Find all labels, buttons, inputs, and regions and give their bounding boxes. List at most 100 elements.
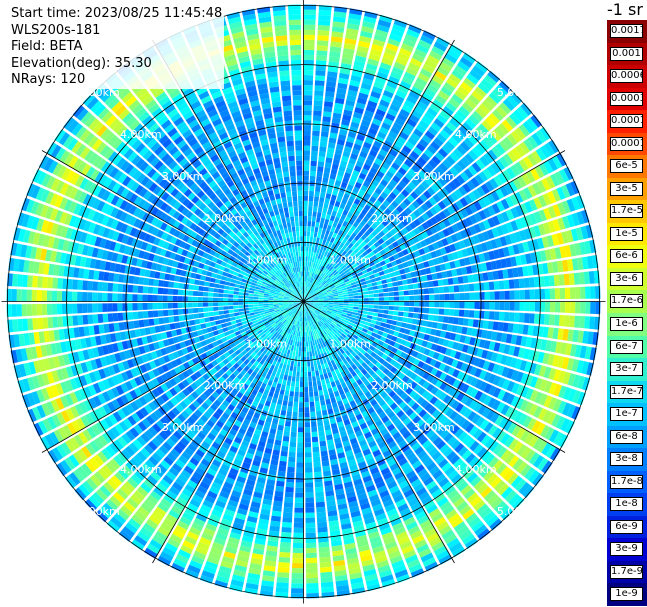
- ppi-cell: [357, 310, 364, 314]
- ppi-cell: [324, 162, 332, 169]
- ppi-cell: [474, 379, 483, 389]
- ppi-cell: [503, 469, 515, 482]
- ppi-cell: [340, 326, 346, 331]
- ppi-cell: [344, 269, 350, 274]
- ppi-cell: [415, 197, 424, 206]
- ppi-cell: [454, 89, 467, 101]
- ppi-cell: [297, 427, 304, 433]
- ppi-cell: [349, 251, 356, 258]
- ppi-cell: [368, 301, 374, 305]
- ppi-cell: [374, 187, 383, 195]
- ppi-cell: [407, 284, 414, 290]
- ppi-cell: [288, 370, 293, 377]
- ppi-cell: [522, 415, 533, 428]
- ppi-cell: [579, 316, 585, 329]
- ppi-cell: [308, 302, 314, 305]
- ppi-cell: [352, 309, 359, 313]
- ppi-cell: [407, 154, 417, 164]
- ppi-cell: [551, 414, 561, 428]
- ppi-cell: [527, 185, 537, 197]
- ppi-cell: [295, 492, 304, 498]
- ppi-cell: [514, 127, 526, 140]
- ppi-cell: [211, 325, 218, 332]
- ppi-cell: [358, 274, 365, 280]
- ppi-cell: [393, 342, 401, 349]
- ppi-cell: [299, 341, 302, 347]
- ppi-cell: [421, 363, 430, 371]
- ppi-cell: [311, 267, 315, 273]
- ppi-cell: [308, 296, 313, 300]
- ppi-cell: [472, 189, 482, 200]
- ppi-cell: [528, 199, 538, 211]
- ppi-cell: [355, 268, 362, 274]
- ppi-cell: [408, 312, 414, 318]
- ppi-cell: [447, 316, 454, 324]
- ppi-cell: [289, 391, 294, 397]
- ppi-cell: [491, 146, 502, 158]
- ppi-cell: [509, 194, 519, 206]
- ppi-cell: [320, 187, 327, 193]
- ppi-cell: [315, 501, 326, 508]
- ppi-cell: [328, 204, 334, 211]
- ppi-cell: [463, 408, 473, 419]
- ppi-cell: [446, 121, 457, 132]
- ppi-cell: [504, 435, 515, 448]
- ppi-cell: [519, 216, 528, 228]
- ppi-cell: [538, 163, 549, 176]
- ppi-cell: [286, 380, 291, 386]
- ppi-cell: [357, 271, 363, 277]
- ppi-cell: [334, 216, 340, 223]
- ppi-cell: [348, 301, 354, 304]
- ppi-cell: [316, 217, 321, 223]
- ppi-cell: [360, 234, 367, 241]
- ppi-cell: [285, 421, 291, 427]
- ppi-cell: [393, 361, 401, 369]
- ppi-cell: [473, 223, 482, 234]
- ppi-cell: [470, 377, 479, 387]
- ppi-cell: [469, 301, 475, 309]
- ppi-cell: [404, 141, 415, 150]
- ppi-cell: [316, 40, 329, 46]
- ppi-cell: [458, 284, 465, 292]
- ppi-cell: [310, 160, 317, 167]
- ppi-cell: [345, 167, 353, 175]
- ppi-cell: [292, 563, 304, 569]
- ppi-cell: [562, 387, 572, 400]
- ppi-cell: [426, 274, 433, 281]
- ppi-cell: [443, 286, 450, 293]
- ppi-cell: [304, 381, 308, 388]
- ppi-cell: [454, 189, 463, 199]
- ppi-cell: [354, 257, 361, 263]
- ppi-cell: [499, 156, 510, 168]
- ppi-cell: [338, 218, 344, 225]
- ppi-cell: [316, 308, 322, 312]
- ppi-cell: [364, 230, 371, 237]
- ppi-cell: [303, 336, 306, 342]
- ppi-cell: [491, 331, 498, 341]
- ppi-cell: [507, 472, 519, 485]
- ppi-cell: [308, 299, 314, 301]
- ppi-cell: [326, 434, 333, 441]
- ppi-cell: [435, 370, 443, 379]
- ppi-cell: [415, 242, 423, 250]
- ppi-cell: [342, 258, 348, 265]
- ppi-cell: [307, 276, 310, 282]
- ppi-cell: [341, 57, 353, 65]
- ppi-cell: [305, 557, 318, 564]
- ppi-cell: [447, 367, 456, 376]
- ppi-cell: [408, 24, 422, 34]
- ppi-cell: [358, 254, 365, 260]
- ppi-cell: [326, 81, 337, 88]
- ppi-cell: [473, 310, 480, 319]
- ppi-cell: [311, 257, 315, 263]
- ppi-cell: [277, 470, 286, 477]
- ppi-cell: [381, 57, 394, 66]
- ppi-cell: [317, 307, 322, 311]
- ppi-cell: [469, 399, 478, 410]
- ppi-cell: [338, 301, 344, 304]
- ppi-cell: [352, 342, 359, 349]
- ppi-cell: [315, 70, 326, 76]
- ppi-cell: [463, 309, 470, 318]
- ppi-cell: [369, 335, 376, 342]
- ppi-cell: [371, 358, 378, 365]
